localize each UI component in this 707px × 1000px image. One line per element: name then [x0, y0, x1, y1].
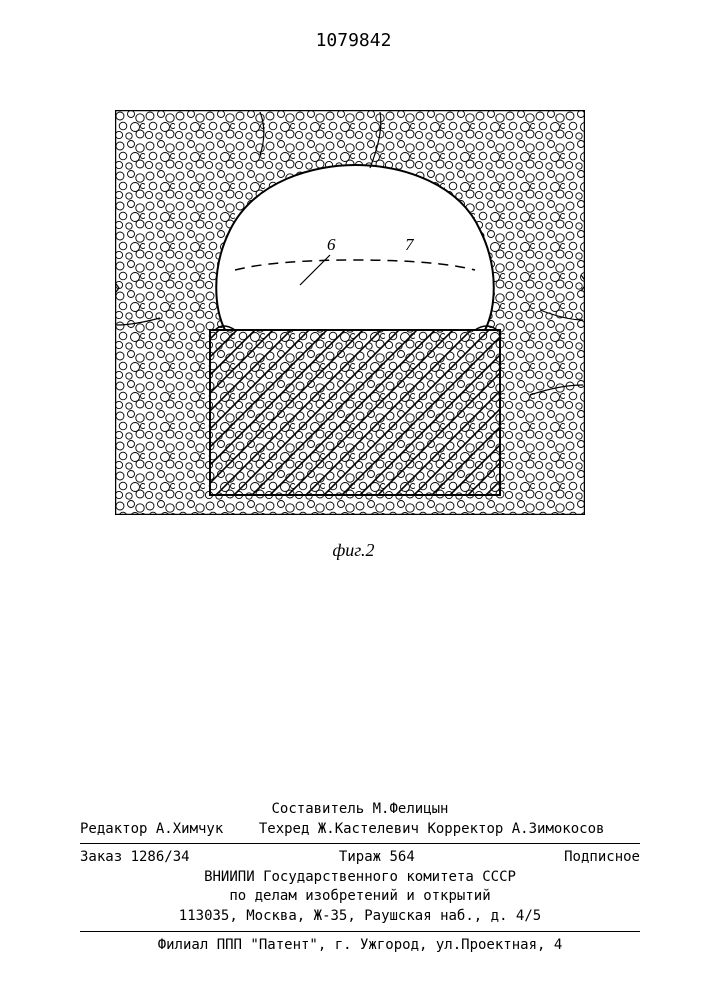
org-line-1: ВНИИПИ Государственного комитета СССР [80, 868, 640, 888]
figure-svg: 9 8 6 7 4 4 5 [115, 110, 585, 515]
label-6: 6 [327, 235, 336, 254]
corrector: Корректор А.Зимокосов [427, 821, 604, 837]
footer: Составитель М.Фелицын Редактор А.Химчук … [80, 800, 640, 955]
hatched-block [210, 330, 500, 495]
tirazh: Тираж 564 [339, 848, 415, 868]
branch-line: Филиал ППП "Патент", г. Ужгород, ул.Прое… [80, 936, 640, 956]
page-number: 1079842 [316, 30, 392, 51]
composer-line: Составитель М.Фелицын [80, 800, 640, 820]
divider-1 [80, 843, 640, 844]
editor: Редактор А.Химчук [80, 820, 223, 840]
techred: Техред Ж.Кастелевич [259, 821, 419, 837]
figure-caption: фиг.2 [332, 540, 374, 561]
org-line-2: по делам изобретений и открытий [80, 887, 640, 907]
address-line: 113035, Москва, Ж-35, Раушская наб., д. … [80, 907, 640, 927]
order-num: Заказ 1286/34 [80, 848, 190, 868]
figure-2: 9 8 6 7 4 4 5 [115, 110, 585, 515]
divider-2 [80, 931, 640, 932]
podpisnoe: Подписное [564, 848, 640, 868]
